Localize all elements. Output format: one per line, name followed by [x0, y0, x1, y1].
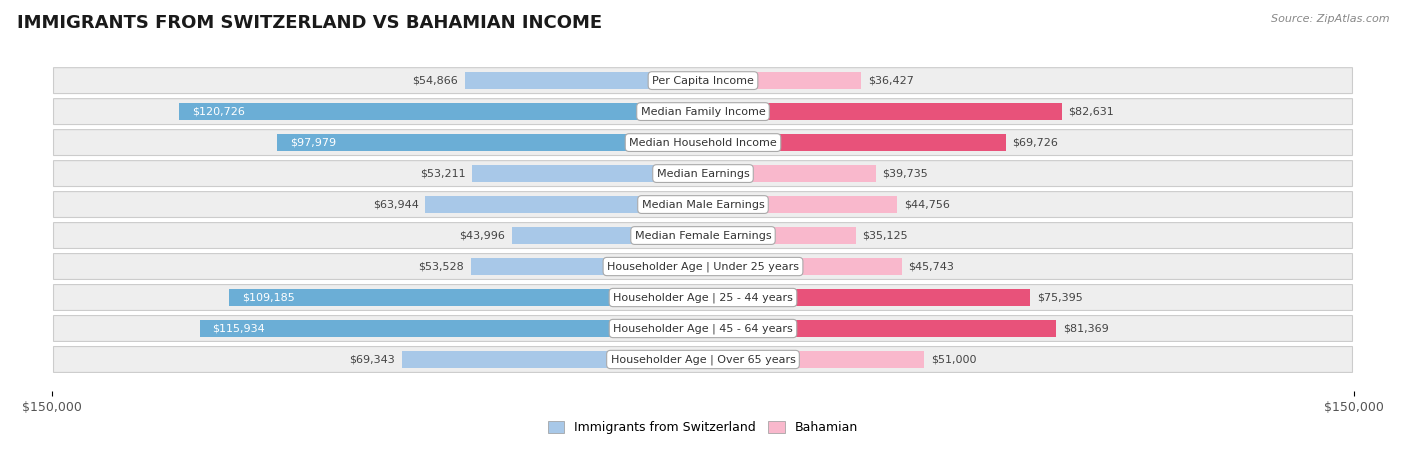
FancyBboxPatch shape	[53, 161, 1353, 186]
Text: $81,369: $81,369	[1063, 324, 1109, 333]
FancyBboxPatch shape	[53, 68, 1353, 93]
Text: $69,726: $69,726	[1012, 138, 1059, 148]
Text: Householder Age | Under 25 years: Householder Age | Under 25 years	[607, 261, 799, 272]
Text: $51,000: $51,000	[931, 354, 977, 364]
FancyBboxPatch shape	[512, 227, 703, 244]
FancyBboxPatch shape	[703, 103, 1062, 120]
FancyBboxPatch shape	[471, 258, 703, 275]
Text: Per Capita Income: Per Capita Income	[652, 76, 754, 85]
FancyBboxPatch shape	[703, 72, 862, 89]
FancyBboxPatch shape	[703, 134, 1005, 151]
Text: $115,934: $115,934	[212, 324, 266, 333]
Text: Source: ZipAtlas.com: Source: ZipAtlas.com	[1271, 14, 1389, 24]
FancyBboxPatch shape	[277, 134, 703, 151]
FancyBboxPatch shape	[53, 191, 1353, 218]
FancyBboxPatch shape	[53, 130, 1353, 156]
FancyBboxPatch shape	[53, 254, 1353, 279]
Text: Median Female Earnings: Median Female Earnings	[634, 231, 772, 241]
Text: $63,944: $63,944	[373, 199, 419, 210]
FancyBboxPatch shape	[472, 165, 703, 182]
Text: Median Male Earnings: Median Male Earnings	[641, 199, 765, 210]
FancyBboxPatch shape	[179, 103, 703, 120]
FancyBboxPatch shape	[53, 99, 1353, 125]
FancyBboxPatch shape	[703, 258, 901, 275]
Text: $69,343: $69,343	[350, 354, 395, 364]
Text: $53,211: $53,211	[420, 169, 465, 178]
Text: Householder Age | 25 - 44 years: Householder Age | 25 - 44 years	[613, 292, 793, 303]
FancyBboxPatch shape	[703, 165, 876, 182]
FancyBboxPatch shape	[53, 284, 1353, 311]
Text: Median Earnings: Median Earnings	[657, 169, 749, 178]
Text: Median Family Income: Median Family Income	[641, 106, 765, 117]
Text: $109,185: $109,185	[242, 292, 295, 303]
Text: $35,125: $35,125	[862, 231, 908, 241]
FancyBboxPatch shape	[402, 351, 703, 368]
FancyBboxPatch shape	[465, 72, 703, 89]
Text: $53,528: $53,528	[418, 262, 464, 271]
FancyBboxPatch shape	[703, 196, 897, 213]
FancyBboxPatch shape	[200, 320, 703, 337]
FancyBboxPatch shape	[703, 320, 1056, 337]
FancyBboxPatch shape	[53, 347, 1353, 372]
Text: $97,979: $97,979	[291, 138, 336, 148]
FancyBboxPatch shape	[53, 223, 1353, 248]
Text: $54,866: $54,866	[412, 76, 458, 85]
Legend: Immigrants from Switzerland, Bahamian: Immigrants from Switzerland, Bahamian	[543, 417, 863, 439]
Text: Householder Age | 45 - 64 years: Householder Age | 45 - 64 years	[613, 323, 793, 334]
FancyBboxPatch shape	[53, 316, 1353, 341]
Text: $82,631: $82,631	[1069, 106, 1114, 117]
Text: $75,395: $75,395	[1038, 292, 1083, 303]
Text: IMMIGRANTS FROM SWITZERLAND VS BAHAMIAN INCOME: IMMIGRANTS FROM SWITZERLAND VS BAHAMIAN …	[17, 14, 602, 32]
Text: $43,996: $43,996	[460, 231, 505, 241]
FancyBboxPatch shape	[703, 289, 1031, 306]
Text: $36,427: $36,427	[868, 76, 914, 85]
FancyBboxPatch shape	[425, 196, 703, 213]
Text: Median Household Income: Median Household Income	[628, 138, 778, 148]
Text: $45,743: $45,743	[908, 262, 955, 271]
FancyBboxPatch shape	[703, 351, 925, 368]
Text: $44,756: $44,756	[904, 199, 950, 210]
Text: $39,735: $39,735	[882, 169, 928, 178]
Text: $120,726: $120,726	[191, 106, 245, 117]
Text: Householder Age | Over 65 years: Householder Age | Over 65 years	[610, 354, 796, 365]
FancyBboxPatch shape	[703, 227, 855, 244]
FancyBboxPatch shape	[229, 289, 703, 306]
